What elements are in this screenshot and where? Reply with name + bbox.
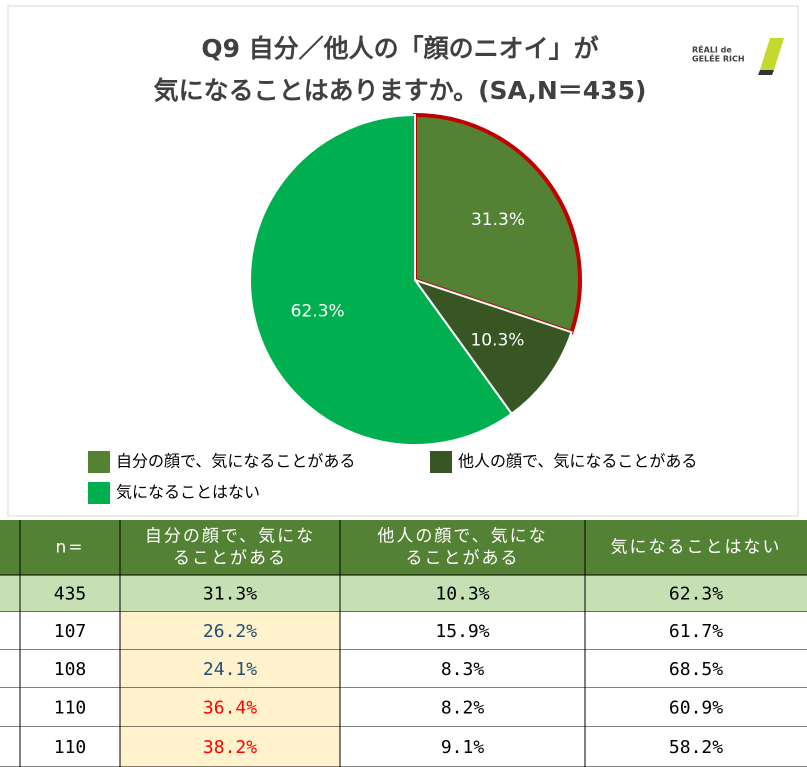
legend-swatch bbox=[430, 451, 452, 473]
header-cell: ることがある bbox=[406, 549, 520, 569]
logo-text: GELÉE RICH bbox=[692, 53, 745, 64]
table-header-bg bbox=[0, 520, 807, 575]
legend-swatch bbox=[88, 451, 110, 473]
table-cell: 60.9% bbox=[669, 698, 723, 719]
table-cell: 110 bbox=[54, 737, 87, 758]
table-cell: 68.5% bbox=[669, 659, 723, 680]
table-cell: 38.2% bbox=[203, 737, 257, 758]
pie-slice bbox=[413, 112, 582, 335]
table-cell: 31.3% bbox=[203, 584, 257, 605]
header-cell: 他人の顔で、気にな bbox=[377, 527, 547, 547]
table-cell: 36.4% bbox=[203, 698, 257, 719]
table-cell: 8.3% bbox=[441, 659, 485, 680]
table-cell: 26.2% bbox=[203, 621, 257, 642]
legend-label: 気になることはない bbox=[116, 483, 260, 502]
data-label: 62.3% bbox=[291, 301, 345, 321]
header-cell: n= bbox=[55, 538, 84, 558]
table-cell: 107 bbox=[54, 621, 87, 642]
pie-slice bbox=[412, 278, 573, 416]
table-cell: 61.7% bbox=[669, 621, 723, 642]
highlight-cell bbox=[120, 650, 340, 688]
header-cell: 自分の顔で、気にな bbox=[145, 527, 315, 547]
legend-label: 自分の顔で、気になることがある bbox=[116, 452, 355, 471]
title-line: 気になることはありますか。(SA,N＝435) bbox=[154, 76, 647, 105]
highlight-cell bbox=[120, 612, 340, 650]
logo-mark bbox=[760, 38, 784, 70]
data-label: 10.3% bbox=[470, 331, 524, 351]
logo-text: RÉALI de bbox=[692, 44, 732, 55]
pie-slice bbox=[249, 113, 514, 446]
table-cell: 24.1% bbox=[203, 659, 257, 680]
row-bg bbox=[0, 575, 807, 612]
highlight-cell bbox=[120, 688, 340, 727]
header-cell: 気になることはない bbox=[611, 538, 782, 558]
data-label: 31.3% bbox=[471, 210, 525, 230]
table-cell: 15.9% bbox=[435, 621, 489, 642]
table-cell: 9.1% bbox=[441, 737, 485, 758]
highlight-cell bbox=[120, 727, 340, 767]
legend-swatch bbox=[88, 482, 110, 504]
table-cell: 58.2% bbox=[669, 737, 723, 758]
header-cell: ることがある bbox=[173, 549, 287, 569]
table-cell: 435 bbox=[54, 584, 87, 605]
logo-mark bbox=[758, 70, 774, 75]
table-cell: 62.3% bbox=[669, 584, 723, 605]
table-cell: 8.2% bbox=[441, 698, 485, 719]
table-cell: 10.3% bbox=[435, 584, 489, 605]
title-line: Q9 自分／他人の「顔のニオイ」が bbox=[201, 34, 598, 63]
table-cell: 108 bbox=[54, 659, 87, 680]
legend-label: 他人の顔で、気になることがある bbox=[458, 452, 697, 471]
table-cell: 110 bbox=[54, 698, 87, 719]
